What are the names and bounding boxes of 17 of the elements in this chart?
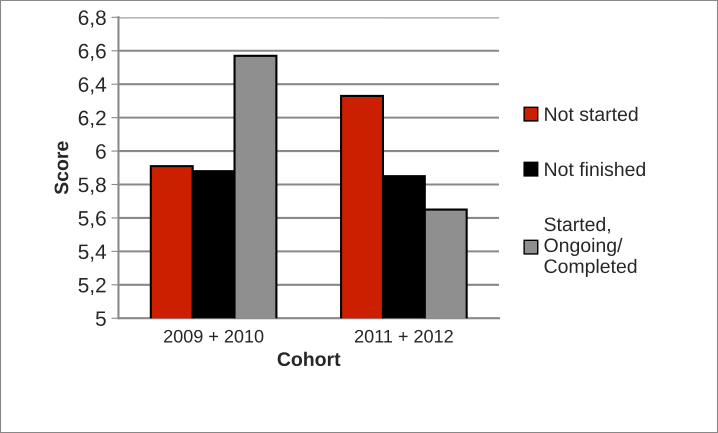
- y-tick-label: 5,6: [78, 210, 106, 228]
- x-tick-label: 2011 + 2012: [355, 330, 453, 343]
- y-tick-label: 5,2: [78, 278, 106, 296]
- legend-label: Not finished: [545, 162, 645, 176]
- y-tick-label: 5,8: [78, 178, 106, 195]
- y-tick-label: 6: [96, 144, 106, 159]
- legend-label: Not started: [545, 106, 638, 122]
- y-tick-label: 6,2: [78, 110, 106, 128]
- y-tick-label: 5,4: [78, 244, 106, 262]
- legend-label: Started, Ongoing/ Completed: [544, 216, 636, 277]
- y-tick-label: 5: [96, 311, 106, 326]
- y-tick-label: 6,4: [78, 77, 106, 94]
- x-axis-title: Cohort: [278, 352, 340, 366]
- x-tick-label: 2009 + 2010: [164, 330, 264, 343]
- y-tick-label: 6,8: [78, 10, 106, 28]
- y-axis-title: Score: [54, 141, 68, 194]
- y-tick-label: 6,6: [78, 44, 106, 61]
